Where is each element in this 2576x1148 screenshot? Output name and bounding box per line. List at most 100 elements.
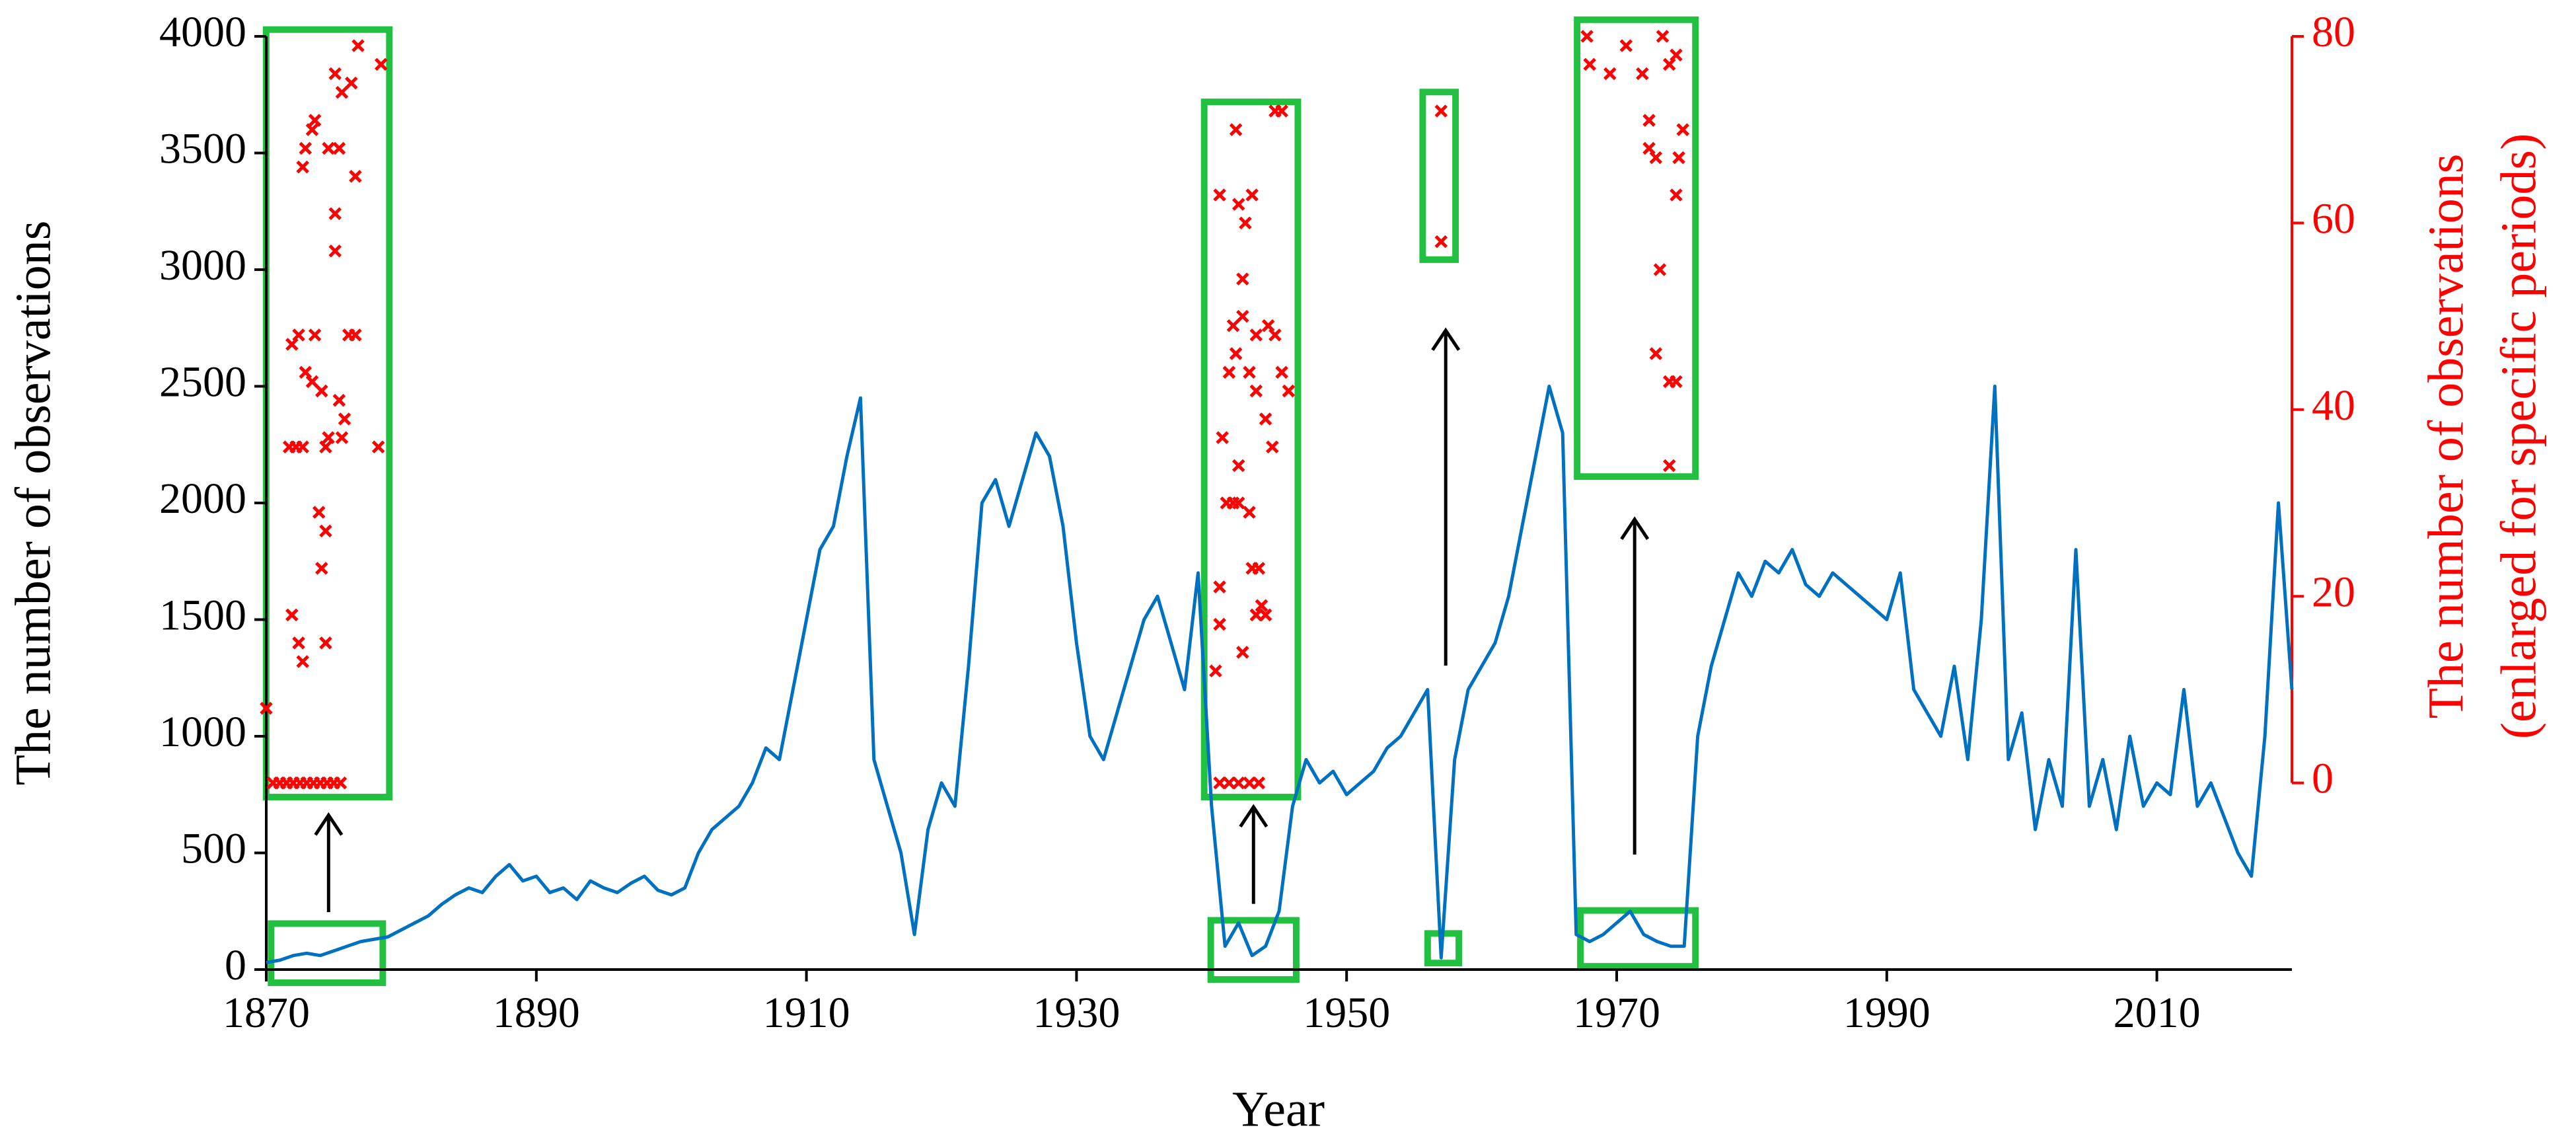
marker xyxy=(1672,151,1685,165)
box xyxy=(1207,917,1300,983)
marker xyxy=(1255,599,1269,613)
marker xyxy=(1261,319,1275,332)
y2-tick-label: 60 xyxy=(2312,195,2355,243)
marker xyxy=(328,67,342,81)
marker xyxy=(1662,459,1676,473)
marker xyxy=(371,440,385,454)
y-tick-label: 4000 xyxy=(159,8,246,56)
marker xyxy=(305,123,319,136)
marker xyxy=(296,440,309,454)
marker xyxy=(1670,375,1683,389)
arrow xyxy=(1620,516,1650,855)
marker xyxy=(1656,30,1670,43)
x-tick-label: 1870 xyxy=(223,989,310,1037)
marker xyxy=(1580,30,1594,43)
y2-axis-label: (enlarged for specific periods) xyxy=(2491,134,2546,740)
marker xyxy=(308,114,322,127)
box xyxy=(262,26,393,800)
marker xyxy=(260,701,273,715)
arrow xyxy=(314,812,344,913)
marker xyxy=(1275,365,1288,379)
marker xyxy=(1213,188,1226,202)
marker xyxy=(296,655,309,668)
marker xyxy=(349,328,362,342)
marker xyxy=(1670,188,1683,202)
y2-tick-label: 40 xyxy=(2312,381,2355,430)
marker xyxy=(335,431,349,444)
marker xyxy=(1213,580,1226,593)
marker xyxy=(292,328,305,342)
marker xyxy=(319,636,332,650)
box xyxy=(268,920,386,986)
y-tick-label: 500 xyxy=(181,825,246,873)
marker xyxy=(1232,198,1245,211)
marker xyxy=(1245,188,1259,202)
y-tick-label: 1000 xyxy=(159,708,246,756)
x-tick-label: 1990 xyxy=(1843,989,1931,1037)
y-tick-label: 1500 xyxy=(159,592,246,640)
marker xyxy=(299,141,313,155)
x-tick-label: 1930 xyxy=(1033,989,1120,1037)
marker xyxy=(1662,57,1676,71)
marker xyxy=(1603,67,1617,81)
marker xyxy=(1259,412,1272,426)
marker xyxy=(1249,384,1263,398)
marker xyxy=(322,141,335,155)
marker xyxy=(328,244,342,258)
marker xyxy=(319,440,332,454)
y-tick-label: 3000 xyxy=(159,241,246,289)
arrows xyxy=(314,327,1650,913)
marker xyxy=(1232,459,1245,473)
marker xyxy=(308,328,322,342)
marker xyxy=(1252,562,1266,575)
marker xyxy=(1249,328,1263,342)
y-tick-label: 2000 xyxy=(159,475,246,523)
marker xyxy=(1583,57,1596,71)
marker xyxy=(315,384,328,398)
marker xyxy=(1275,104,1288,118)
x-tick-label: 1950 xyxy=(1303,989,1390,1037)
marker xyxy=(1236,272,1249,286)
marker xyxy=(1222,365,1236,379)
marker xyxy=(296,160,309,174)
marker xyxy=(1232,776,1245,790)
marker xyxy=(1209,664,1222,677)
highlight-boxes xyxy=(262,16,1699,986)
marker xyxy=(374,57,388,71)
marker xyxy=(1434,235,1448,249)
marker xyxy=(1653,263,1667,276)
marker xyxy=(1229,123,1243,136)
marker xyxy=(351,39,365,52)
marker xyxy=(1226,319,1240,332)
marker xyxy=(1232,496,1245,510)
marker xyxy=(305,375,319,389)
marker xyxy=(332,141,346,155)
marker xyxy=(1434,104,1448,118)
marker xyxy=(1213,617,1226,631)
marker xyxy=(299,365,313,379)
arrow xyxy=(1239,804,1269,904)
marker xyxy=(1236,646,1249,659)
marker xyxy=(319,524,332,538)
marker xyxy=(1642,114,1656,127)
y2-axis-label: The number of observations xyxy=(2418,154,2474,719)
marker xyxy=(1252,776,1266,790)
arrow xyxy=(1431,327,1461,666)
x-axis-label: Year xyxy=(1232,1081,1325,1137)
marker xyxy=(1642,141,1656,155)
box xyxy=(1419,89,1459,263)
marker xyxy=(335,85,349,99)
x-tick-label: 2010 xyxy=(2114,989,2201,1037)
marker xyxy=(1649,151,1663,165)
y2-tick-label: 0 xyxy=(2312,755,2334,803)
marker xyxy=(1636,67,1649,81)
box xyxy=(1574,16,1699,480)
marker xyxy=(1213,776,1226,790)
marker xyxy=(1259,608,1272,622)
marker xyxy=(1676,123,1689,136)
marker xyxy=(1269,328,1282,342)
marker xyxy=(1222,776,1236,790)
y-tick-label: 0 xyxy=(225,941,246,989)
y2-tick-label: 80 xyxy=(2312,8,2355,56)
